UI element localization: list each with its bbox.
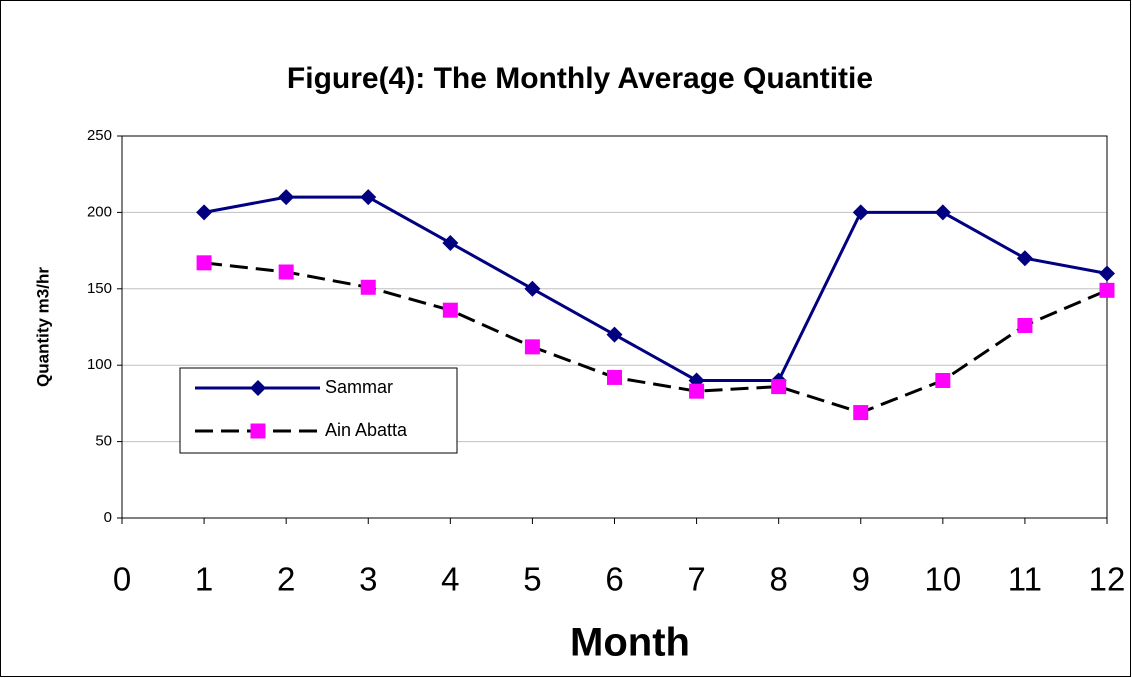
x-tick-label: 7 [687, 561, 705, 598]
marker [935, 372, 951, 388]
x-tick-label: 11 [1008, 561, 1042, 598]
legend-marker [250, 423, 266, 439]
marker [278, 264, 294, 280]
y-tick-label: 250 [87, 127, 112, 144]
x-tick-label: 10 [924, 561, 961, 598]
chart-title: Figure(4): The Monthly Average Quantitie [287, 62, 873, 95]
x-tick-label: 4 [441, 561, 459, 598]
marker [278, 189, 295, 206]
series-line [203, 195, 1108, 382]
x-tick-label: 2 [277, 561, 295, 598]
marker [442, 302, 458, 318]
legend-label: Ain Abatta [325, 420, 408, 440]
x-tick-label: 3 [359, 561, 377, 598]
legend-marker [250, 380, 266, 396]
marker [360, 279, 376, 295]
marker [607, 369, 622, 385]
series-line [203, 261, 1108, 415]
marker [852, 204, 869, 221]
marker [196, 204, 213, 221]
marker [360, 189, 377, 206]
x-tick-label: 12 [1089, 561, 1126, 598]
legend: Sammar Ain Abatta [179, 367, 458, 454]
x-axis-label: Month [570, 621, 690, 665]
x-tick-label: 5 [523, 561, 541, 598]
x-tick-label: 1 [195, 561, 213, 598]
marker [524, 339, 540, 355]
marker [1016, 250, 1033, 267]
x-tick-label: 9 [852, 561, 870, 598]
marker [853, 405, 869, 421]
y-tick-label: 50 [95, 433, 112, 450]
y-tick-label: 150 [87, 280, 112, 297]
y-axis-label: Quantity m3/hr [33, 267, 52, 387]
x-tick-label: 0 [113, 561, 131, 598]
marker [606, 326, 623, 343]
marker [771, 379, 787, 395]
y-tick-label: 200 [87, 203, 112, 220]
marker [1017, 317, 1033, 333]
x-tick-label: 8 [769, 561, 787, 598]
marker [442, 234, 459, 251]
plot-area [121, 135, 1108, 519]
y-tick-label: 100 [87, 356, 112, 373]
marker [689, 383, 705, 399]
legend-label: Sammar [325, 377, 393, 397]
x-tick-label: 6 [605, 561, 623, 598]
marker [1099, 265, 1115, 282]
marker [934, 204, 951, 221]
legend-box [179, 367, 458, 454]
marker [1099, 282, 1115, 298]
marker [196, 255, 212, 271]
y-tick-label: 0 [104, 509, 112, 526]
marker [524, 280, 541, 297]
